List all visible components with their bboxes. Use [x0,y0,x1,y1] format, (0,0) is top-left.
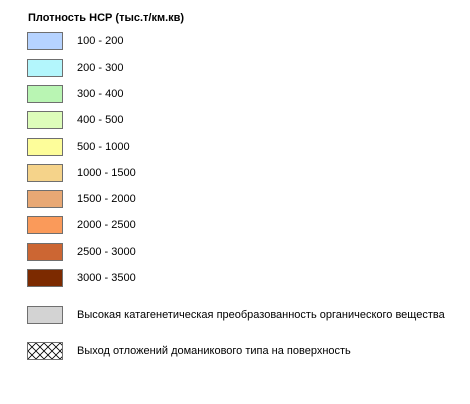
color-swatch [27,111,63,129]
color-swatch [27,59,63,77]
legend-item-domanik-outcrop: Выход отложений доманикового типа на пов… [27,342,467,362]
legend-item-density-8: 2000 - 2500 [27,216,467,236]
legend-item-label: 400 - 500 [77,114,124,126]
color-swatch [27,269,63,287]
legend-item-density-10: 3000 - 3500 [27,269,467,289]
color-swatch [27,138,63,156]
legend-item-label: 1000 - 1500 [77,167,136,179]
color-swatch [27,243,63,261]
legend-item-label: 1500 - 2000 [77,193,136,205]
legend-title: Плотность НСР (тыс.т/км.кв) [28,12,185,24]
crosshatch-swatch [27,342,63,360]
legend-item-label: Высокая катагенетическая преобразованнос… [77,309,445,321]
legend-item-density-3: 300 - 400 [27,85,467,105]
legend-item-density-4: 400 - 500 [27,111,467,131]
color-swatch [27,164,63,182]
color-swatch [27,190,63,208]
legend-item-label: 300 - 400 [77,88,124,100]
legend-item-density-9: 2500 - 3000 [27,243,467,263]
legend-item-label: 2500 - 3000 [77,246,136,258]
gray-swatch [27,306,63,324]
legend-item-label: 3000 - 3500 [77,272,136,284]
legend-item-label: 500 - 1000 [77,141,130,153]
legend-item-density-5: 500 - 1000 [27,138,467,158]
legend-item-density-6: 1000 - 1500 [27,164,467,184]
legend-item-label: 200 - 300 [77,62,124,74]
legend-item-label: 100 - 200 [77,35,124,47]
crosshatch-pattern-icon [28,343,62,359]
color-swatch [27,85,63,103]
legend-item-density-2: 200 - 300 [27,59,467,79]
color-swatch [27,32,63,50]
legend-item-density-7: 1500 - 2000 [27,190,467,210]
color-swatch [27,216,63,234]
legend-item-high-catagenesis: Высокая катагенетическая преобразованнос… [27,306,467,326]
legend-item-label: Выход отложений доманикового типа на пов… [77,345,351,357]
legend-item-label: 2000 - 2500 [77,219,136,231]
legend-item-density-1: 100 - 200 [27,32,467,52]
